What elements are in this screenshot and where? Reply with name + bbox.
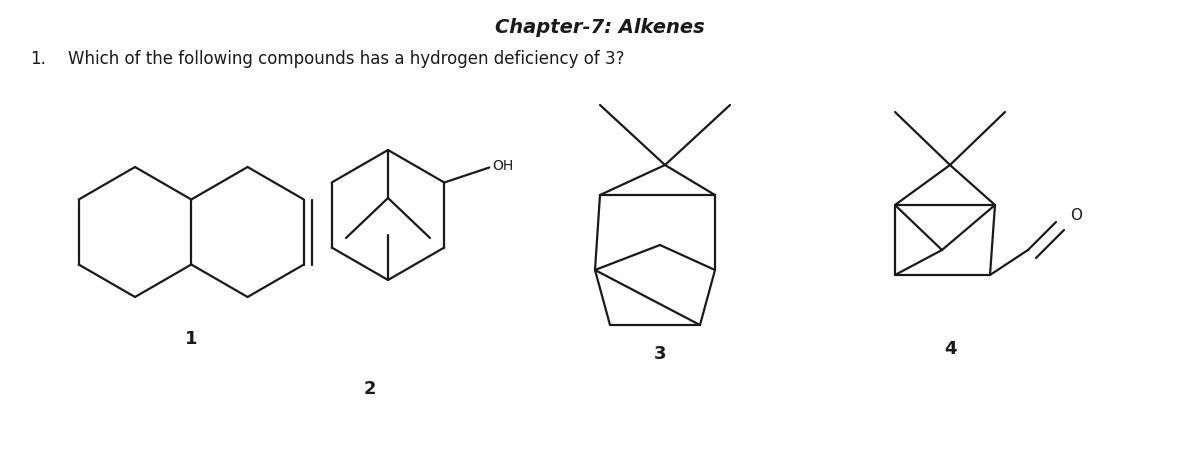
Text: 1: 1 <box>185 330 198 348</box>
Text: Chapter-7: Alkenes: Chapter-7: Alkenes <box>496 18 704 37</box>
Text: O: O <box>1070 208 1082 224</box>
Text: 1.: 1. <box>30 50 46 68</box>
Text: OH: OH <box>492 158 514 172</box>
Text: 4: 4 <box>943 340 956 358</box>
Text: 2: 2 <box>364 380 377 398</box>
Text: Which of the following compounds has a hydrogen deficiency of 3?: Which of the following compounds has a h… <box>68 50 624 68</box>
Text: 3: 3 <box>654 345 666 363</box>
